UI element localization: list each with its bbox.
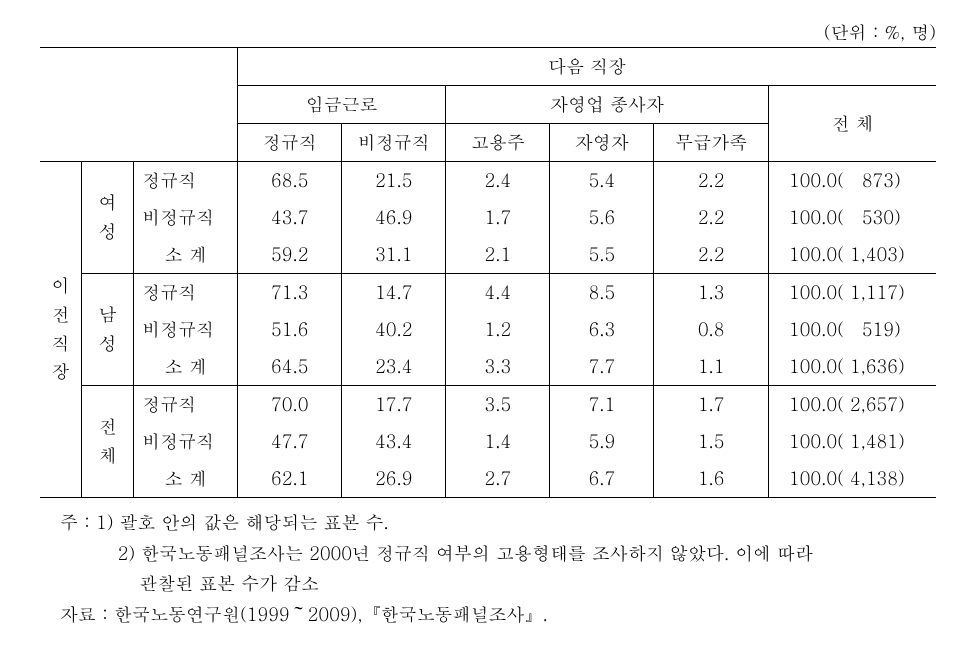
cell: 17.7 — [342, 386, 446, 424]
cell: 3.5 — [446, 386, 550, 424]
cell: 4.4 — [446, 274, 550, 312]
cell: 5.9 — [550, 423, 654, 460]
cell: 1.4 — [446, 423, 550, 460]
cell: 51.6 — [238, 311, 342, 348]
cell: 1.3 — [654, 274, 768, 312]
cell: 100.0( 1,481) — [768, 423, 936, 460]
cell: 1.6 — [654, 460, 768, 498]
table-row: 이전직장 여성 정규직 68.5 21.5 2.4 5.4 2.2 100.0(… — [40, 162, 936, 200]
table-row: 비정규직 47.7 43.4 1.4 5.9 1.5 100.0( 1,481) — [40, 423, 936, 460]
cell: 2.2 — [654, 236, 768, 274]
cell: 2.2 — [654, 162, 768, 200]
header-nonregular: 비정규직 — [342, 124, 446, 162]
unit-label: (단위 : %, 명) — [40, 20, 936, 45]
side-female: 여성 — [82, 162, 134, 274]
note-2a: 2) 한국노동패널조사는 2000년 정규직 여부의 고용형태를 조사하지 않았… — [60, 539, 936, 570]
table-row: 비정규직 51.6 40.2 1.2 6.3 0.8 100.0( 519) — [40, 311, 936, 348]
side-overall: 전체 — [82, 386, 134, 498]
cell: 46.9 — [342, 199, 446, 236]
cell: 71.3 — [238, 274, 342, 312]
cell-label: 소 계 — [134, 236, 238, 274]
cell-label: 비정규직 — [134, 199, 238, 236]
cell-label: 정규직 — [134, 386, 238, 424]
cell: 6.7 — [550, 460, 654, 498]
cell-label: 정규직 — [134, 162, 238, 200]
header-total: 전 체 — [768, 86, 936, 162]
cell-label: 소 계 — [134, 460, 238, 498]
note-source: 자료 : 한국노동연구원(1999～2009),『한국노동패널조사』. — [60, 600, 936, 631]
cell: 1.2 — [446, 311, 550, 348]
cell: 70.0 — [238, 386, 342, 424]
header-self-employed: 자영업 종사자 — [446, 86, 769, 124]
cell: 100.0( 530) — [768, 199, 936, 236]
side-male: 남성 — [82, 274, 134, 386]
header-next-job: 다음 직장 — [238, 48, 936, 86]
table-row: 소 계 64.5 23.4 3.3 7.7 1.1 100.0( 1,636) — [40, 348, 936, 386]
cell: 2.4 — [446, 162, 550, 200]
side-prev-job: 이전직장 — [40, 162, 82, 498]
note-2b: 관찰된 표본 수가 감소 — [60, 569, 936, 600]
cell: 40.2 — [342, 311, 446, 348]
cell-label: 비정규직 — [134, 311, 238, 348]
cell-label: 비정규직 — [134, 423, 238, 460]
cell: 3.3 — [446, 348, 550, 386]
cell: 2.2 — [654, 199, 768, 236]
cell: 5.5 — [550, 236, 654, 274]
cell: 64.5 — [238, 348, 342, 386]
cell: 1.5 — [654, 423, 768, 460]
cell: 0.8 — [654, 311, 768, 348]
table-row: 전체 정규직 70.0 17.7 3.5 7.1 1.7 100.0( 2,65… — [40, 386, 936, 424]
header-wage-work: 임금근로 — [238, 86, 446, 124]
cell: 43.7 — [238, 199, 342, 236]
cell: 100.0( 873) — [768, 162, 936, 200]
cell: 1.7 — [446, 199, 550, 236]
cell: 100.0( 1,636) — [768, 348, 936, 386]
cell: 2.1 — [446, 236, 550, 274]
cell: 14.7 — [342, 274, 446, 312]
table-row: 비정규직 43.7 46.9 1.7 5.6 2.2 100.0( 530) — [40, 199, 936, 236]
cell: 31.1 — [342, 236, 446, 274]
cell: 100.0( 1,403) — [768, 236, 936, 274]
cell: 8.5 — [550, 274, 654, 312]
cell: 7.7 — [550, 348, 654, 386]
cell-label: 정규직 — [134, 274, 238, 312]
cell: 100.0( 519) — [768, 311, 936, 348]
cell: 2.7 — [446, 460, 550, 498]
header-regular: 정규직 — [238, 124, 342, 162]
cell: 21.5 — [342, 162, 446, 200]
transition-table: 다음 직장 임금근로 자영업 종사자 전 체 정규직 비정규직 고용주 자영자 … — [40, 47, 936, 498]
cell: 23.4 — [342, 348, 446, 386]
cell: 68.5 — [238, 162, 342, 200]
note-1: 주 : 1) 괄호 안의 값은 해당되는 표본 수. — [60, 508, 936, 539]
cell: 100.0( 2,657) — [768, 386, 936, 424]
cell: 5.4 — [550, 162, 654, 200]
cell: 62.1 — [238, 460, 342, 498]
table-row: 소 계 59.2 31.1 2.1 5.5 2.2 100.0( 1,403) — [40, 236, 936, 274]
cell: 59.2 — [238, 236, 342, 274]
header-employer: 고용주 — [446, 124, 550, 162]
cell: 100.0( 4,138) — [768, 460, 936, 498]
cell: 7.1 — [550, 386, 654, 424]
cell-label: 소 계 — [134, 348, 238, 386]
footnotes: 주 : 1) 괄호 안의 값은 해당되는 표본 수. 2) 한국노동패널조사는 … — [40, 508, 936, 630]
cell: 5.6 — [550, 199, 654, 236]
cell: 100.0( 1,117) — [768, 274, 936, 312]
cell: 6.3 — [550, 311, 654, 348]
cell: 1.1 — [654, 348, 768, 386]
table-row: 남성 정규직 71.3 14.7 4.4 8.5 1.3 100.0( 1,11… — [40, 274, 936, 312]
header-unpaid-family: 무급가족 — [654, 124, 768, 162]
cell: 47.7 — [238, 423, 342, 460]
cell: 43.4 — [342, 423, 446, 460]
header-self-emp-person: 자영자 — [550, 124, 654, 162]
table-row: 소 계 62.1 26.9 2.7 6.7 1.6 100.0( 4,138) — [40, 460, 936, 498]
cell: 1.7 — [654, 386, 768, 424]
cell: 26.9 — [342, 460, 446, 498]
